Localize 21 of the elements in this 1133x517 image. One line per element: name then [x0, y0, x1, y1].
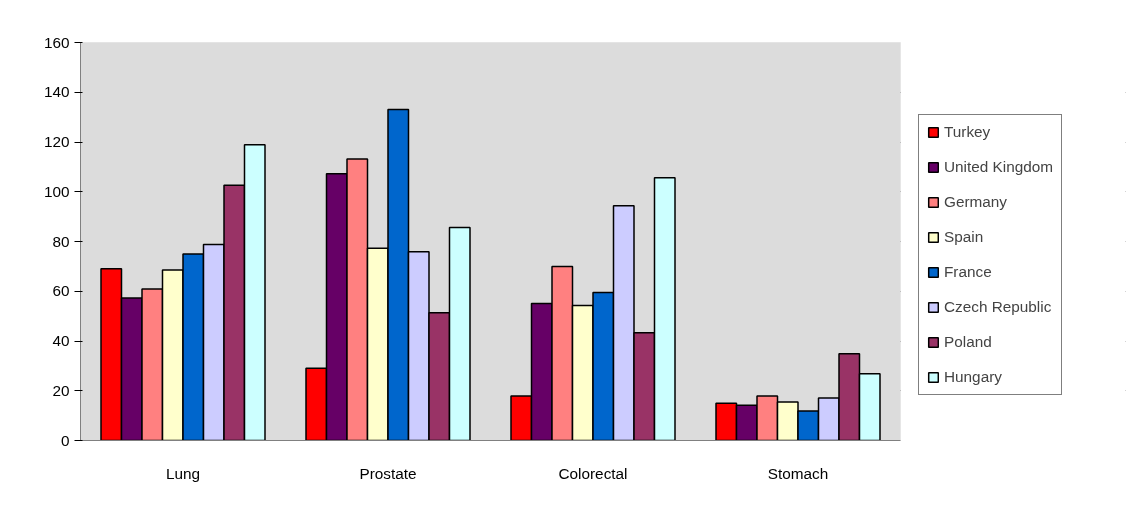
y-tick-label: 140	[43, 83, 70, 101]
y-tick-label: 160	[43, 33, 70, 51]
y-tick-label: 120	[43, 133, 70, 150]
y-tick-label: 100	[43, 182, 70, 200]
x-tick-label: Lung	[165, 464, 201, 482]
x-tick-label: Colorectal	[558, 464, 628, 482]
legend-label: Germany	[944, 193, 1008, 211]
y-tick-label: 60	[52, 282, 70, 300]
legend-label: Turkey	[944, 123, 991, 141]
legend-label: Czech Republic	[944, 298, 1052, 316]
x-tick-label: Prostate	[359, 464, 417, 482]
legend-label: Hungary	[944, 368, 1002, 386]
legend-label: Spain	[944, 228, 984, 246]
y-tick-label: 20	[52, 381, 70, 399]
y-tick-label: 80	[52, 232, 70, 250]
x-tick-label: Stomach	[767, 464, 829, 482]
legend-label: United Kingdom	[944, 158, 1054, 176]
legend-label: Poland	[944, 333, 992, 351]
y-tick-label: 0	[60, 431, 70, 449]
legend-label: France	[944, 263, 992, 281]
y-tick-label: 40	[52, 332, 70, 349]
